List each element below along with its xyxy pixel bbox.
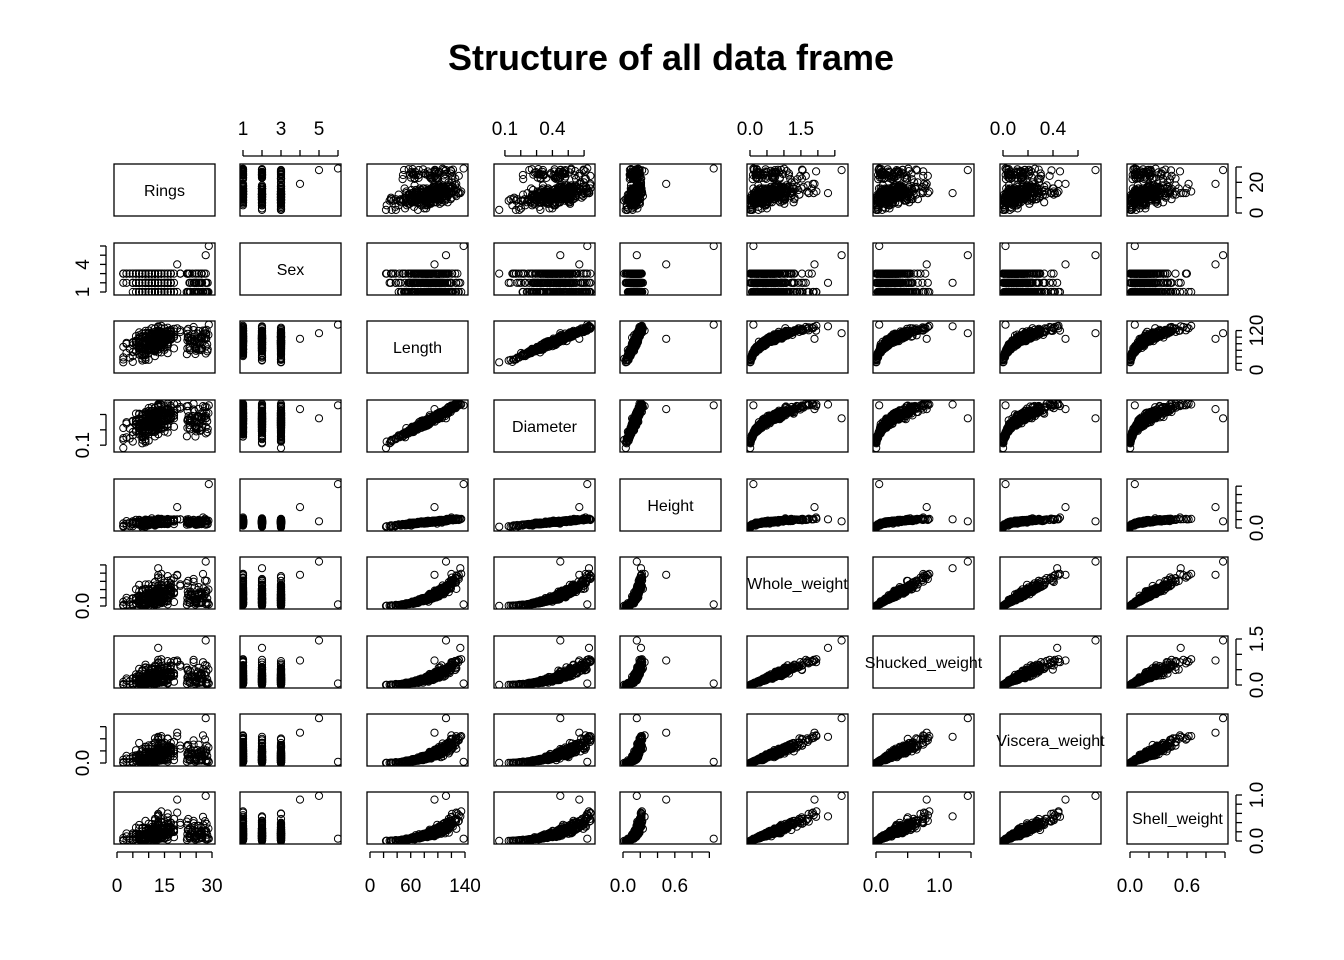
point-layer [496, 165, 594, 214]
data-point [460, 165, 467, 172]
data-point [442, 252, 449, 259]
data-point [663, 180, 670, 187]
point-layer [1127, 165, 1227, 214]
data-point [505, 197, 512, 204]
panel-frame [114, 243, 215, 295]
data-point [924, 172, 931, 179]
panel-Rings-vs-Length [367, 164, 468, 216]
data-point [809, 180, 816, 187]
panel-Rings-vs-Whole_weight [747, 164, 848, 216]
panel-Rings-vs-Viscera_weight [1000, 164, 1102, 216]
panel-frame [367, 243, 468, 295]
panel-Sex-vs-Height [620, 242, 721, 295]
point-layer [873, 165, 972, 214]
panel-frame [494, 243, 595, 295]
data-point [1092, 167, 1099, 174]
panel-frame [240, 164, 341, 216]
point-layer [120, 242, 213, 295]
data-point [315, 167, 322, 174]
panel-Rings-vs-Shell_weight [1127, 164, 1228, 216]
panel-Sex-vs-Rings [114, 242, 215, 295]
panel-Rings-vs-Rings: Rings [114, 164, 215, 216]
panel-grid: RingsSexLengthDiameterHeightWhole_weight… [114, 164, 1228, 845]
data-point [519, 171, 526, 178]
panel-Rings-vs-Sex [239, 164, 341, 216]
data-point [1176, 168, 1183, 175]
panel-Sex-vs-Length [367, 242, 468, 295]
panel-Sex-vs-Sex: Sex [240, 243, 341, 295]
point-layer [747, 165, 846, 214]
data-point [838, 167, 845, 174]
point-layer [382, 165, 467, 214]
data-point [1185, 180, 1192, 187]
data-point [1056, 168, 1063, 175]
data-point [174, 261, 181, 268]
data-point [202, 252, 209, 259]
data-point [557, 252, 564, 259]
point-layer [621, 242, 718, 295]
data-point [399, 171, 406, 178]
data-point [813, 168, 820, 175]
variable-label: Rings [144, 183, 185, 200]
point-layer [1000, 165, 1100, 214]
data-point [949, 190, 956, 197]
point-layer [382, 242, 467, 295]
data-point [576, 261, 583, 268]
point-layer [239, 165, 341, 214]
panel-frame [620, 243, 721, 295]
data-point [824, 190, 831, 197]
point-layer [496, 242, 594, 295]
panel-Rings-vs-Shucked_weight [873, 164, 974, 216]
data-point [710, 165, 717, 172]
variable-label: Sex [277, 262, 305, 279]
panel-Rings-vs-Height [620, 164, 721, 216]
data-point [1220, 167, 1227, 174]
chart-title: Structure of all data frame [448, 37, 894, 78]
panel-Rings-vs-Diameter [494, 164, 595, 216]
data-point [496, 270, 503, 277]
data-point [1062, 180, 1069, 187]
data-point [964, 167, 971, 174]
panel-Sex-vs-Diameter [494, 242, 595, 295]
point-layer [621, 165, 718, 214]
data-point [296, 180, 303, 187]
data-point [431, 261, 438, 268]
data-point [496, 206, 503, 213]
data-point [1212, 180, 1219, 187]
